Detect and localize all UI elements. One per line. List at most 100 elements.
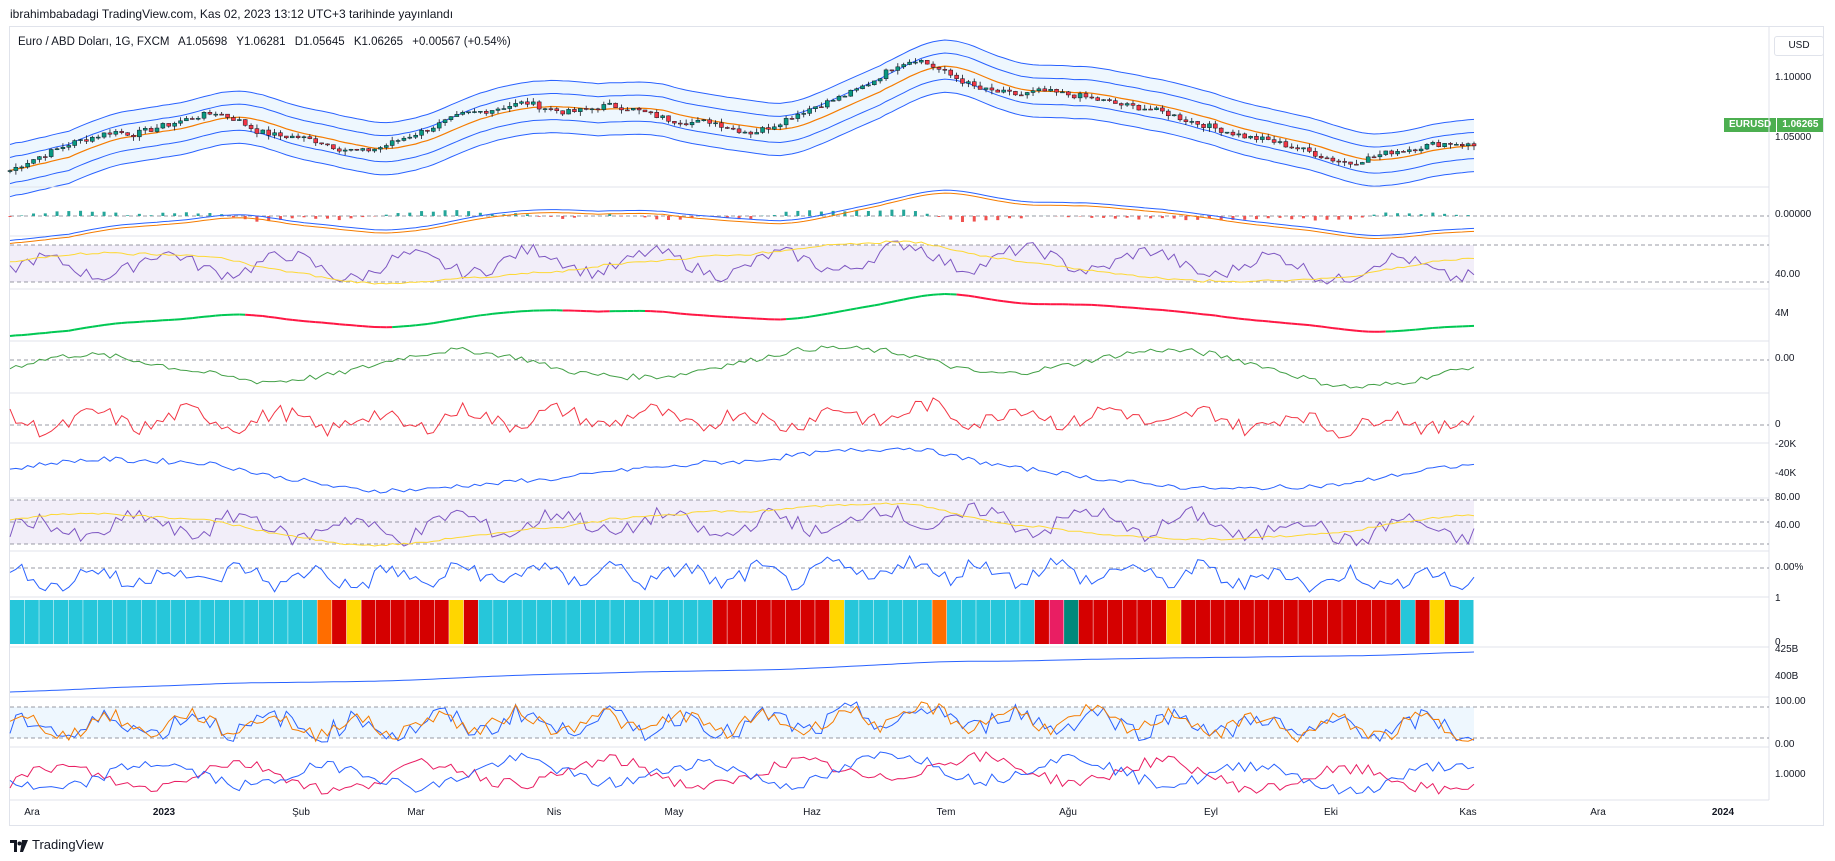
ao-segment: [492, 312, 499, 315]
candle-body: [48, 149, 54, 157]
indicator-axis-tick: 40.00: [1775, 269, 1800, 280]
macd-bar: [408, 212, 412, 216]
ao-segment: [74, 327, 81, 331]
macd-bar: [549, 216, 553, 217]
regime-cell: [244, 600, 259, 644]
regime-cell: [712, 600, 727, 644]
candle-body: [266, 129, 271, 136]
candle-body: [666, 115, 671, 122]
candle-body: [360, 148, 366, 151]
macd-bar: [149, 215, 153, 216]
tradingview-logo-icon: [10, 839, 28, 852]
regime-cell: [229, 600, 244, 644]
rsi-ma-line: [9, 240, 1475, 285]
ao-segment: [215, 314, 222, 317]
bollinger-lower-line: [9, 91, 1475, 198]
candle-body: [1430, 142, 1436, 145]
regime-cell: [917, 600, 932, 644]
candle-body: [1077, 93, 1083, 99]
candle-body: [613, 102, 618, 108]
indicator-axis-tick: 0.00: [1775, 739, 1795, 750]
regime-cell: [171, 600, 186, 644]
ao-segment: [1109, 304, 1116, 308]
candle-body: [1307, 147, 1312, 152]
regime-cell: [1020, 600, 1035, 644]
candle-body: [960, 78, 965, 84]
bollinger-band-fill: [10, 40, 1474, 197]
candle-body: [125, 132, 130, 136]
regime-cell: [1239, 600, 1254, 644]
macd-bar: [1090, 216, 1094, 218]
candle-body: [113, 131, 119, 135]
candle-body: [836, 96, 842, 101]
candle-body: [783, 118, 789, 126]
candle-body: [7, 170, 13, 172]
regime-cell: [580, 600, 596, 644]
regime-cell: [83, 600, 98, 644]
ao-segment: [1344, 328, 1351, 332]
macd-bar: [1396, 213, 1400, 216]
regime-cell: [200, 600, 215, 644]
ao-segment: [1232, 316, 1239, 320]
ao-segment: [497, 311, 504, 315]
symbol-legend[interactable]: Euro / ABD Doları, 1G, FXCM A1.05698 Y1.…: [18, 36, 517, 48]
regime-cell: [654, 600, 669, 644]
macd-bar: [655, 216, 659, 220]
candle-body: [483, 111, 489, 114]
ao-segment: [974, 295, 981, 299]
candle-body: [507, 106, 513, 109]
macd-bar: [878, 210, 882, 216]
candle-body: [924, 60, 930, 65]
regime-cell: [946, 600, 962, 644]
macd-bar: [1196, 216, 1200, 220]
brand-label: TradingView: [32, 837, 104, 852]
candle-body: [525, 101, 530, 105]
macd-bar: [1325, 216, 1329, 220]
candle-body: [1195, 121, 1200, 125]
ao-segment: [427, 322, 434, 325]
time-axis-tick: Şub: [292, 807, 310, 818]
currency-button[interactable]: USD: [1774, 36, 1824, 56]
candle-body: [995, 89, 1001, 93]
ao-segment: [92, 324, 99, 328]
regime-cell: [1415, 600, 1430, 644]
candle-body: [1201, 124, 1206, 128]
macd-bar: [455, 210, 459, 216]
indicator-axis-tick: 0: [1775, 637, 1781, 648]
candle-body: [90, 136, 95, 142]
macd-bar: [866, 210, 870, 216]
candle-body: [589, 108, 595, 111]
candle-body: [272, 132, 277, 136]
legend-open: A1.05698: [178, 36, 228, 48]
indicator-axis-tick: 400B: [1775, 671, 1799, 682]
regime-cell: [346, 600, 361, 644]
candle-body: [154, 127, 160, 132]
macd-bar: [396, 213, 400, 216]
regime-cell: [507, 600, 522, 644]
regime-cell: [1137, 600, 1152, 644]
ao-segment: [192, 316, 199, 320]
tradingview-brand[interactable]: TradingView: [10, 837, 104, 852]
macd-bar: [420, 211, 424, 216]
candle-body: [472, 111, 477, 113]
ao-segment: [209, 314, 216, 318]
candle-body: [1348, 161, 1353, 165]
candle-body: [1036, 88, 1042, 92]
ao-segment: [1291, 322, 1298, 326]
macd-bar: [1254, 216, 1258, 220]
candle-body: [1236, 133, 1242, 136]
candle-body: [531, 101, 536, 105]
candle-body: [1330, 157, 1336, 162]
ao-segment: [297, 319, 305, 323]
regime-cell: [1298, 600, 1313, 644]
ao-segment: [1420, 327, 1428, 331]
candle-body: [719, 122, 724, 128]
macd-bar: [184, 212, 188, 216]
candle-body: [289, 135, 295, 139]
candle-body: [948, 69, 953, 76]
candle-body: [1154, 107, 1159, 110]
macd-bar: [1207, 216, 1211, 219]
macd-bar: [690, 216, 694, 219]
obv-line: [9, 651, 1475, 693]
